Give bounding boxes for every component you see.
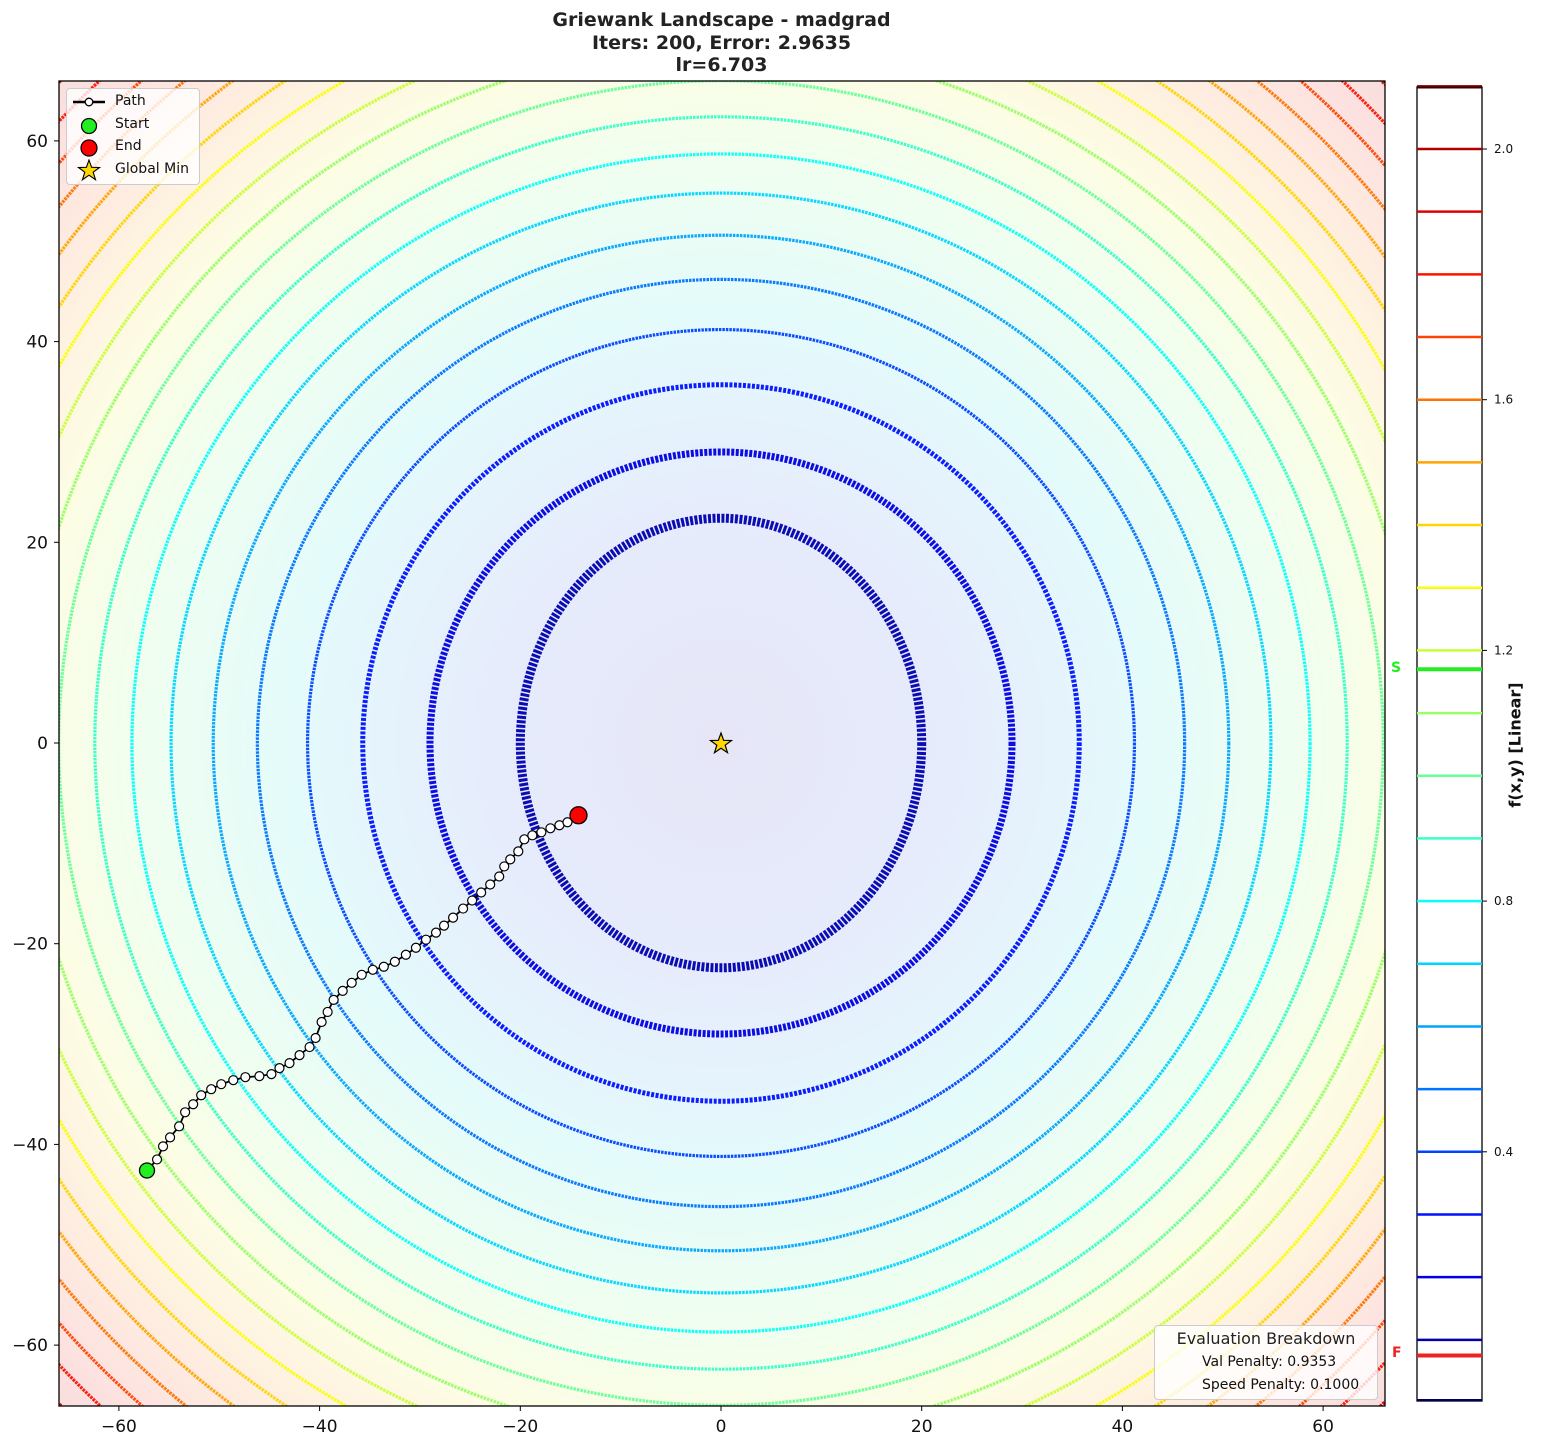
legend: Path Start End Global Min	[66, 88, 200, 185]
evaluation-breakdown-box: Evaluation Breakdown Val Penalty: 0.9353…	[1154, 1325, 1378, 1400]
y-tick-label: −60	[12, 1336, 48, 1356]
x-tick-label: 20	[911, 1417, 933, 1437]
speed-penalty: Speed Penalty: 0.1000	[1202, 1377, 1360, 1393]
colorbar-tick-label: 1.2	[1494, 643, 1513, 657]
colorbar-tick-label: 2.0	[1494, 142, 1513, 156]
x-tick-label: 0	[716, 1417, 727, 1437]
colorbar: 2.0 1.6 1.2 0.8 0.4	[1416, 85, 1513, 1402]
y-tick-label: −40	[12, 1135, 48, 1155]
y-tick-label: 60	[26, 132, 48, 152]
colorbar-frame	[1416, 86, 1483, 1402]
x-tick-label: −20	[502, 1417, 538, 1437]
y-tick-label: −20	[12, 935, 48, 955]
start-point	[138, 1162, 156, 1179]
colorbar-tick-label: 0.8	[1494, 894, 1513, 908]
chart-subtitle-lr: lr=6.703	[675, 54, 768, 76]
val-penalty: Val Penalty: 0.9353	[1202, 1354, 1337, 1370]
end-point	[569, 806, 588, 825]
chart-subtitle-iters-error: Iters: 200, Error: 2.9635	[591, 32, 852, 54]
y-tick-label: 20	[26, 533, 48, 553]
path-line-icon	[73, 97, 105, 107]
x-tick-label: 60	[1312, 1417, 1334, 1437]
x-tick-label: −40	[302, 1417, 338, 1437]
optimizer-path	[138, 806, 588, 1179]
global-min-star-icon	[77, 159, 101, 181]
start-level-marker: S	[1391, 660, 1402, 676]
colorbar-label: f(x,y) [Linear]	[1505, 682, 1525, 808]
colorbar-tick-label: 1.6	[1494, 393, 1513, 407]
legend-label-global-min: Global Min	[115, 161, 189, 177]
legend-label-path: Path	[115, 93, 146, 109]
y-tick-label: 0	[37, 734, 48, 754]
legend-label-end: End	[115, 138, 142, 154]
start-circle-icon	[80, 117, 98, 135]
global-min-star-icon	[708, 731, 734, 755]
x-axis: −60 −40 −20 0 20 40 60	[101, 1406, 1334, 1437]
colorbar-level-lines	[1417, 85, 1482, 1401]
x-tick-label: 40	[1112, 1417, 1134, 1437]
end-circle-icon	[80, 139, 98, 157]
colorbar-ticks: 2.0 1.6 1.2 0.8 0.4	[1482, 142, 1513, 1159]
chart-title: Griewank Landscape - madgrad	[552, 9, 891, 31]
y-tick-label: 40	[26, 333, 48, 353]
colorbar-tick-label: 0.4	[1494, 1145, 1513, 1159]
x-tick-label: −60	[101, 1417, 137, 1437]
legend-label-start: Start	[115, 116, 150, 132]
y-axis: −60 −40 −20 0 20 40 60	[12, 132, 59, 1356]
final-level-marker: F	[1392, 1345, 1402, 1361]
evaluation-title: Evaluation Breakdown	[1176, 1329, 1356, 1348]
